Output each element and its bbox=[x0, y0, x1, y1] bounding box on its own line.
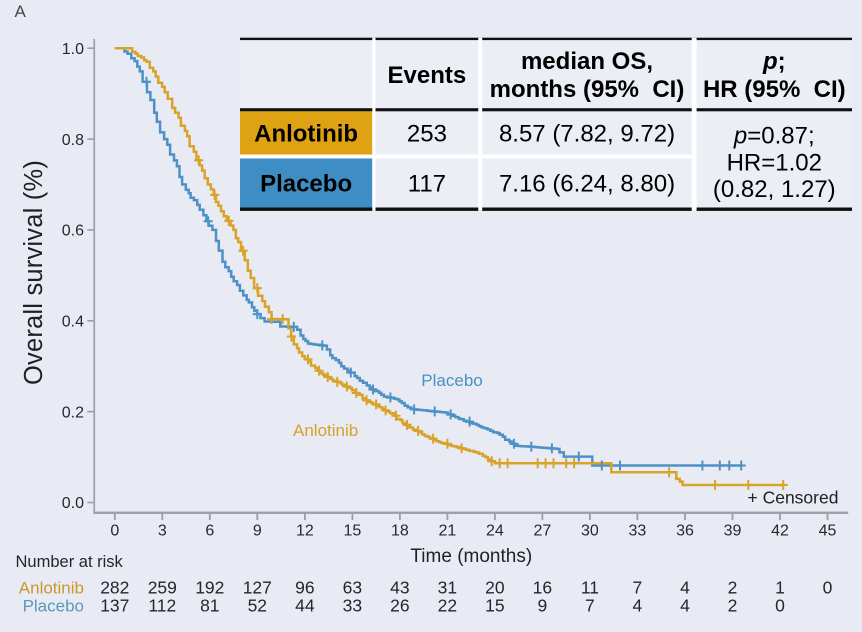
svg-text:43: 43 bbox=[390, 577, 409, 597]
svg-text:20: 20 bbox=[485, 577, 505, 597]
svg-text:22: 22 bbox=[438, 596, 457, 616]
svg-text:33: 33 bbox=[629, 523, 647, 540]
svg-text:282: 282 bbox=[100, 577, 129, 597]
svg-text:Anlotinib: Anlotinib bbox=[293, 421, 358, 440]
svg-text:4: 4 bbox=[633, 596, 643, 616]
svg-text:HR=1.02: HR=1.02 bbox=[727, 150, 822, 177]
svg-text:(0.82, 1.27): (0.82, 1.27) bbox=[713, 176, 836, 203]
svg-text:253: 253 bbox=[407, 121, 447, 148]
svg-text:1.0: 1.0 bbox=[62, 41, 84, 58]
svg-text:4: 4 bbox=[680, 577, 690, 597]
svg-text:30: 30 bbox=[581, 523, 599, 540]
svg-text:11: 11 bbox=[581, 577, 599, 597]
svg-text:0.4: 0.4 bbox=[62, 314, 84, 331]
svg-text:137: 137 bbox=[100, 596, 129, 616]
svg-text:27: 27 bbox=[534, 523, 552, 540]
svg-text:2: 2 bbox=[728, 577, 738, 597]
svg-text:HR (95% CI): HR (95% CI) bbox=[703, 76, 846, 103]
svg-text:24: 24 bbox=[486, 523, 504, 540]
svg-text:8.57 (7.82, 9.72): 8.57 (7.82, 9.72) bbox=[499, 121, 675, 148]
svg-text:259: 259 bbox=[148, 577, 177, 597]
svg-text:0: 0 bbox=[775, 596, 785, 616]
svg-text:Overall survival (%): Overall survival (%) bbox=[20, 160, 48, 385]
svg-text:p=0.87;: p=0.87; bbox=[733, 123, 815, 150]
svg-text:0.6: 0.6 bbox=[62, 223, 84, 240]
svg-text:Time (months): Time (months) bbox=[410, 546, 532, 567]
svg-text:45: 45 bbox=[819, 523, 837, 540]
svg-text:112: 112 bbox=[148, 596, 176, 616]
svg-text:7: 7 bbox=[633, 577, 643, 597]
svg-text:16: 16 bbox=[533, 577, 552, 597]
svg-text:Placebo: Placebo bbox=[421, 371, 482, 390]
svg-text:median OS,: median OS, bbox=[521, 48, 653, 75]
svg-text:Number at risk: Number at risk bbox=[16, 553, 124, 571]
svg-text:36: 36 bbox=[676, 523, 694, 540]
svg-text:21: 21 bbox=[439, 523, 457, 540]
svg-text:7: 7 bbox=[585, 596, 595, 616]
svg-text:4: 4 bbox=[680, 596, 690, 616]
svg-text:3: 3 bbox=[158, 523, 167, 540]
svg-text:96: 96 bbox=[295, 577, 314, 597]
svg-text:39: 39 bbox=[724, 523, 742, 540]
svg-text:0: 0 bbox=[823, 577, 833, 597]
svg-text:81: 81 bbox=[200, 596, 219, 616]
svg-text:0.8: 0.8 bbox=[62, 132, 84, 149]
svg-text:44: 44 bbox=[295, 596, 315, 616]
svg-text:192: 192 bbox=[195, 577, 224, 597]
svg-text:Placebo: Placebo bbox=[260, 171, 352, 198]
svg-text:12: 12 bbox=[296, 523, 314, 540]
svg-text:63: 63 bbox=[343, 577, 362, 597]
svg-text:18: 18 bbox=[391, 523, 409, 540]
svg-text:months (95% CI): months (95% CI) bbox=[490, 76, 685, 103]
svg-text:6: 6 bbox=[205, 523, 214, 540]
svg-text:52: 52 bbox=[248, 596, 267, 616]
svg-text:2: 2 bbox=[728, 596, 738, 616]
svg-text:Anlotinib: Anlotinib bbox=[254, 121, 358, 148]
svg-text:A: A bbox=[15, 2, 27, 21]
svg-text:0.2: 0.2 bbox=[62, 404, 84, 421]
svg-text:31: 31 bbox=[438, 577, 457, 597]
svg-text:+ Censored: + Censored bbox=[748, 488, 839, 508]
svg-text:117: 117 bbox=[408, 171, 446, 198]
svg-text:Placebo: Placebo bbox=[23, 597, 84, 616]
svg-text:9: 9 bbox=[538, 596, 548, 616]
svg-text:0: 0 bbox=[110, 523, 119, 540]
svg-text:42: 42 bbox=[771, 523, 789, 540]
svg-text:9: 9 bbox=[253, 523, 262, 540]
svg-text:p;: p; bbox=[762, 48, 786, 75]
svg-text:0.0: 0.0 bbox=[62, 495, 84, 512]
svg-text:1: 1 bbox=[775, 577, 785, 597]
svg-text:26: 26 bbox=[390, 596, 409, 616]
svg-text:127: 127 bbox=[243, 577, 272, 597]
svg-text:Events: Events bbox=[388, 62, 467, 89]
svg-text:7.16 (6.24, 8.80): 7.16 (6.24, 8.80) bbox=[499, 171, 675, 198]
svg-text:15: 15 bbox=[344, 523, 362, 540]
svg-text:15: 15 bbox=[485, 596, 504, 616]
svg-text:33: 33 bbox=[343, 596, 362, 616]
svg-text:Anlotinib: Anlotinib bbox=[19, 578, 84, 597]
